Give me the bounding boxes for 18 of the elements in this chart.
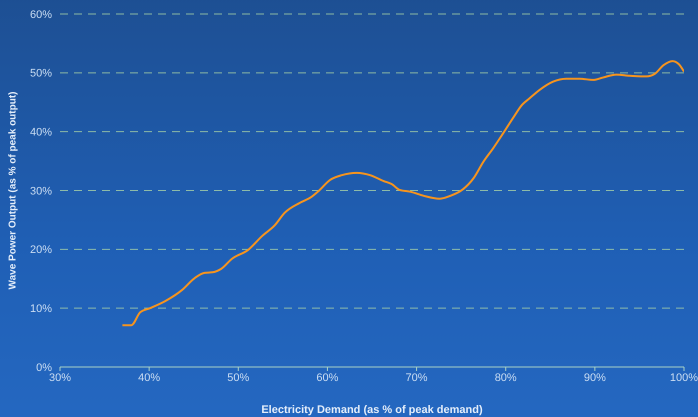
x-tick-label: 30% — [48, 372, 72, 384]
y-axis-title: Wave Power Output (as % of peak output) — [8, 92, 19, 290]
y-tick-label: 20% — [30, 244, 52, 256]
y-tick-label: 40% — [30, 126, 52, 139]
x-tick-label: 70% — [406, 372, 428, 384]
x-tick-label: 100% — [670, 372, 698, 384]
y-tick-label: 60% — [30, 8, 52, 21]
line-series — [121, 60, 684, 326]
x-tick-label: 50% — [227, 372, 250, 384]
x-tick-label: 90% — [584, 372, 606, 384]
y-tick-label: 50% — [30, 68, 52, 80]
x-tick-label: 60% — [316, 372, 339, 384]
y-tick-label: 10% — [30, 303, 52, 316]
x-tick-label: 40% — [138, 372, 160, 384]
y-tick-label: 30% — [30, 185, 52, 198]
y-tick-label: 0% — [36, 362, 52, 374]
x-tick-label: 80% — [494, 372, 517, 384]
x-axis-title: Electricity Demand (as % of peak demand) — [261, 404, 483, 416]
